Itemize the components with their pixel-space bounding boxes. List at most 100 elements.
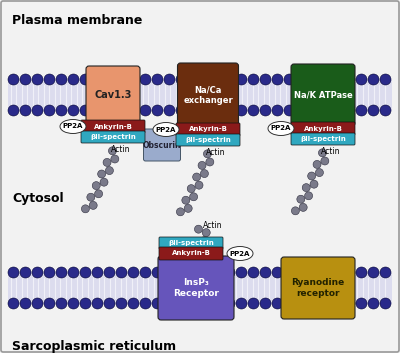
Circle shape (313, 160, 321, 168)
Circle shape (44, 105, 55, 116)
Circle shape (68, 74, 79, 85)
Circle shape (140, 105, 151, 116)
Circle shape (236, 298, 247, 309)
Circle shape (260, 298, 271, 309)
Text: Sarcoplasmic reticulum: Sarcoplasmic reticulum (12, 340, 176, 353)
Circle shape (296, 105, 307, 116)
Text: Cytosol: Cytosol (12, 192, 64, 205)
FancyBboxPatch shape (159, 237, 223, 249)
Circle shape (176, 74, 187, 85)
Circle shape (116, 298, 127, 309)
FancyBboxPatch shape (158, 256, 234, 320)
Circle shape (164, 298, 175, 309)
Circle shape (188, 74, 199, 85)
Circle shape (176, 105, 187, 116)
Text: Plasma membrane: Plasma membrane (12, 14, 142, 27)
Circle shape (44, 298, 55, 309)
Circle shape (188, 105, 199, 116)
FancyBboxPatch shape (291, 122, 355, 135)
Circle shape (236, 267, 247, 278)
Circle shape (260, 267, 271, 278)
Circle shape (236, 74, 247, 85)
Circle shape (272, 267, 283, 278)
Circle shape (8, 298, 19, 309)
Circle shape (200, 169, 208, 178)
Circle shape (87, 193, 95, 201)
Circle shape (116, 105, 127, 116)
Circle shape (104, 105, 115, 116)
Circle shape (308, 74, 319, 85)
Circle shape (116, 74, 127, 85)
Text: Ryanodine
receptor: Ryanodine receptor (291, 278, 345, 298)
Circle shape (224, 298, 235, 309)
Circle shape (89, 202, 97, 209)
Circle shape (56, 298, 67, 309)
Circle shape (140, 267, 151, 278)
Circle shape (316, 169, 324, 176)
Circle shape (292, 207, 300, 215)
Circle shape (380, 267, 391, 278)
Circle shape (182, 196, 190, 204)
Text: Ankyrin-B: Ankyrin-B (172, 251, 210, 257)
Circle shape (344, 267, 355, 278)
Circle shape (32, 105, 43, 116)
Circle shape (284, 298, 295, 309)
Circle shape (213, 252, 221, 260)
Circle shape (104, 298, 115, 309)
Circle shape (44, 267, 55, 278)
Circle shape (224, 267, 235, 278)
Circle shape (108, 147, 116, 155)
Circle shape (248, 267, 259, 278)
Circle shape (140, 74, 151, 85)
Circle shape (80, 267, 91, 278)
Circle shape (82, 205, 90, 213)
Circle shape (206, 158, 214, 166)
Circle shape (356, 267, 367, 278)
Circle shape (236, 105, 247, 116)
Circle shape (211, 260, 219, 268)
Circle shape (32, 74, 43, 85)
Circle shape (302, 184, 310, 192)
Text: Ankyrin-B: Ankyrin-B (304, 126, 342, 132)
Text: PP2A: PP2A (156, 126, 176, 132)
Text: βII-spectrin: βII-spectrin (300, 136, 346, 142)
Circle shape (128, 105, 139, 116)
Circle shape (368, 267, 379, 278)
Text: Na/K ATPase: Na/K ATPase (294, 90, 352, 100)
Circle shape (380, 298, 391, 309)
Circle shape (20, 298, 31, 309)
Circle shape (216, 271, 224, 280)
Circle shape (208, 240, 216, 248)
Circle shape (356, 298, 367, 309)
Circle shape (116, 267, 127, 278)
Circle shape (344, 74, 355, 85)
Circle shape (200, 105, 211, 116)
FancyBboxPatch shape (291, 64, 355, 126)
Circle shape (68, 298, 79, 309)
Text: PP2A: PP2A (271, 126, 291, 132)
Circle shape (284, 105, 295, 116)
Circle shape (321, 157, 329, 165)
Circle shape (200, 267, 211, 278)
Circle shape (305, 192, 313, 200)
Circle shape (106, 167, 114, 175)
Circle shape (152, 74, 163, 85)
Circle shape (297, 195, 305, 203)
Circle shape (44, 74, 55, 85)
Circle shape (140, 298, 151, 309)
Circle shape (318, 149, 326, 157)
Circle shape (368, 74, 379, 85)
Circle shape (20, 267, 31, 278)
Circle shape (188, 298, 199, 309)
FancyBboxPatch shape (291, 133, 355, 145)
Text: Ankyrin-B: Ankyrin-B (188, 126, 228, 132)
Circle shape (164, 267, 175, 278)
Circle shape (152, 298, 163, 309)
Circle shape (8, 267, 19, 278)
Text: Actin: Actin (206, 148, 226, 157)
Circle shape (248, 298, 259, 309)
Circle shape (92, 74, 103, 85)
Circle shape (310, 180, 318, 188)
Circle shape (212, 267, 223, 278)
FancyBboxPatch shape (176, 134, 240, 146)
